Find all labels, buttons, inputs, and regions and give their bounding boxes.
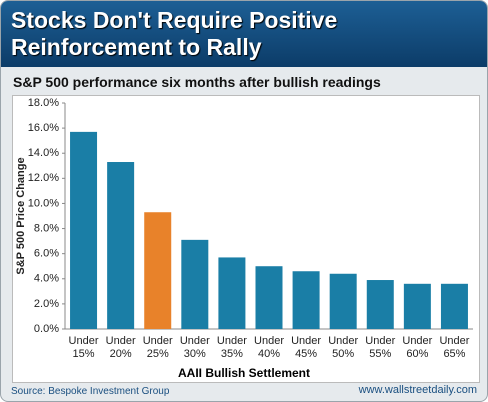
x-tick-label: Under 25% <box>142 335 173 360</box>
y-tick-label: 4.0% <box>34 273 59 285</box>
bar <box>218 257 246 329</box>
x-tick-label: Under 55% <box>365 335 396 360</box>
bar <box>366 280 394 329</box>
chart-title: Stocks Don't Require Positive Reinforcem… <box>11 7 338 60</box>
bar <box>70 131 98 329</box>
bar <box>403 283 431 329</box>
y-tick-label: 12.0% <box>28 172 59 184</box>
bar <box>144 212 172 329</box>
x-tick-label: Under 60% <box>402 335 433 360</box>
x-tick-label: Under 20% <box>105 335 136 360</box>
chart-subtitle: S&P 500 performance six months after bul… <box>13 74 381 90</box>
bar <box>440 283 468 329</box>
x-tick-label: Under 40% <box>254 335 284 360</box>
x-tick-label: Under 65% <box>439 335 470 360</box>
x-axis-title: AAII Bullish Settlement <box>177 366 311 380</box>
bar <box>107 162 135 329</box>
y-tick-label: 0.0% <box>34 323 59 335</box>
credit: www.wallstreetdaily.com <box>358 384 477 396</box>
y-axis-title: S&P 500 Price Change <box>15 157 27 274</box>
y-tick-label: 2.0% <box>34 298 59 310</box>
x-tick-label: Under 50% <box>328 335 359 360</box>
y-tick-label: 14.0% <box>28 147 59 159</box>
y-tick-label: 10.0% <box>28 197 59 209</box>
source: Source: Bespoke Investment Group <box>11 386 170 397</box>
y-tick-label: 18.0% <box>28 97 59 109</box>
x-tick-label: Under 45% <box>291 335 322 360</box>
y-tick-label: 8.0% <box>34 222 59 234</box>
y-tick-label: 16.0% <box>28 122 59 134</box>
bar <box>255 266 283 329</box>
bar <box>181 239 209 329</box>
x-tick-label: Under 30% <box>179 335 210 360</box>
x-tick-label: Under 15% <box>68 335 99 360</box>
y-tick-label: 6.0% <box>34 248 59 260</box>
x-tick-label: Under 35% <box>216 335 247 360</box>
bar <box>292 271 320 329</box>
bar <box>329 273 357 329</box>
header-band <box>1 1 487 67</box>
